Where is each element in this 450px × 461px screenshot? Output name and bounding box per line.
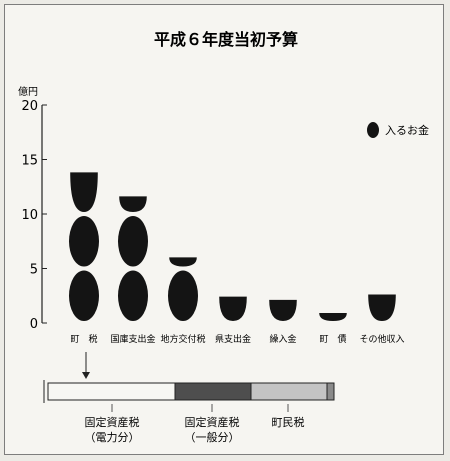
breakdown-bar: 固定資産税 （電力分） 固定資産税 （一般分） 町民税 — [43, 380, 335, 444]
bar — [118, 196, 148, 321]
breakdown-segment — [250, 382, 328, 401]
y-tick-label: 5 — [30, 263, 38, 278]
bar — [319, 313, 347, 321]
y-tick-label: 10 — [21, 208, 38, 223]
breakdown-arrow — [82, 352, 90, 379]
category-label: 地方交付税 — [160, 333, 205, 345]
category-label: その他収入 — [359, 333, 404, 345]
bar — [219, 296, 247, 321]
category-label: 繰入金 — [269, 333, 296, 345]
breakdown-label: 固定資産税 — [85, 415, 140, 429]
breakdown-segment — [174, 382, 252, 401]
category-label: 町 債 — [319, 333, 346, 345]
y-axis-unit: 億円 — [18, 85, 38, 98]
bar — [269, 299, 297, 321]
breakdown-label: 固定資産税 — [185, 415, 240, 429]
bar — [168, 257, 198, 321]
breakdown-label: （一般分） — [185, 431, 240, 444]
legend-label: 入るお金 — [385, 123, 429, 137]
y-tick-label: 20 — [21, 99, 38, 114]
chart-title: 平成６年度当初予算 — [154, 30, 298, 49]
breakdown-label: （電力分） — [85, 431, 140, 444]
category-label: 県支出金 — [215, 333, 251, 345]
category-label: 国庫支出金 — [110, 333, 155, 345]
legend: 入るお金 — [367, 122, 429, 138]
y-tick-label: 15 — [21, 154, 38, 169]
legend-marker — [367, 122, 379, 138]
bar — [368, 294, 396, 321]
breakdown-label: 町民税 — [272, 415, 305, 429]
category-label: 町 税 — [70, 333, 97, 345]
bar — [69, 172, 99, 321]
breakdown-segment — [47, 382, 176, 401]
y-tick-label: 0 — [30, 317, 38, 332]
